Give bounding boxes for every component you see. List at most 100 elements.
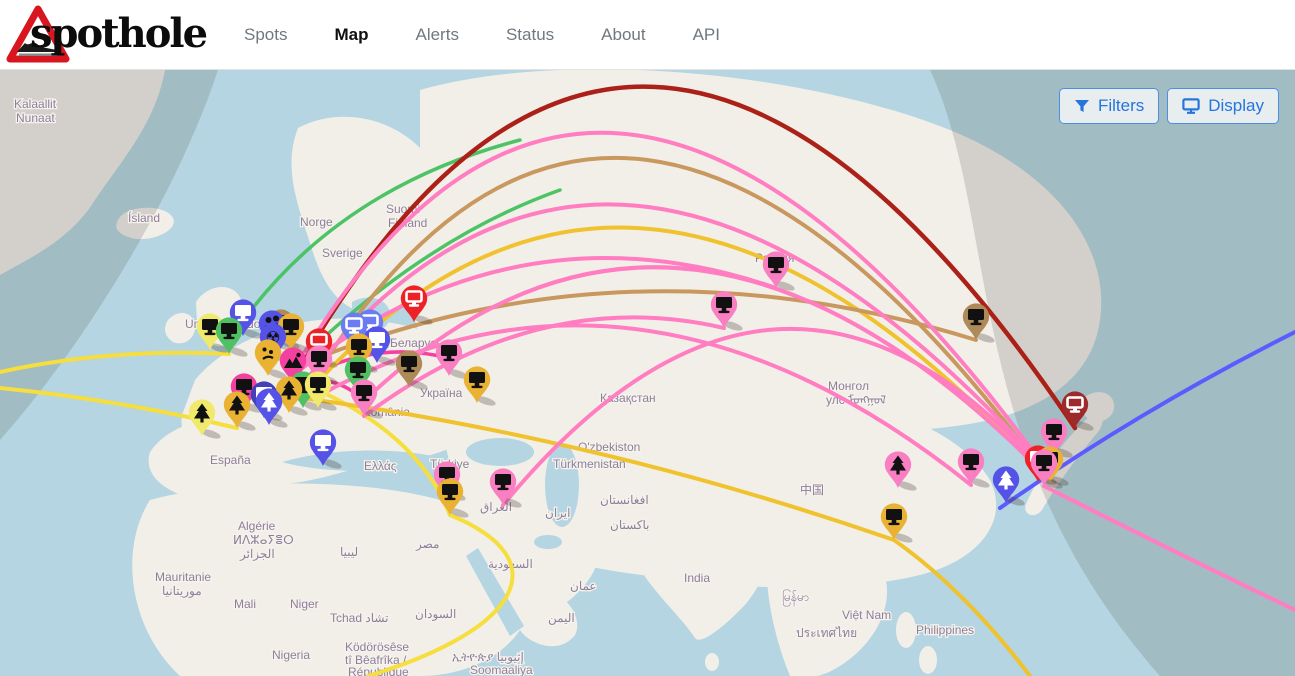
map-label: España [210, 453, 251, 467]
marker-shadow [376, 356, 396, 366]
map-label: السودان [415, 607, 456, 621]
spot-path [362, 315, 726, 418]
map-marker-tree[interactable] [188, 399, 222, 440]
map-marker-tree[interactable] [884, 451, 918, 492]
spot-path [501, 326, 1047, 507]
display-button-label: Display [1208, 96, 1264, 115]
nav-map[interactable]: Map [334, 24, 369, 44]
marker-shadow [408, 380, 428, 390]
main-nav: Spots Map Alerts Status About API [244, 25, 720, 45]
night-shade-east [930, 70, 1295, 676]
map-marker-monitor[interactable] [309, 429, 343, 470]
marker-shadow [302, 401, 322, 411]
marker-shadow [290, 343, 310, 353]
map-label: Niger [290, 597, 319, 611]
map-marker-face[interactable] [254, 339, 288, 380]
marker-shadow [1043, 479, 1063, 489]
map-marker-monitor[interactable] [710, 291, 744, 332]
filters-button-label: Filters [1097, 96, 1145, 115]
map-label: Việt Nam [842, 608, 891, 622]
sea-caspian [545, 443, 579, 527]
nav-api[interactable]: API [692, 24, 720, 44]
map-marker-monitor[interactable] [363, 326, 397, 367]
map-marker-monitor[interactable] [762, 251, 796, 292]
map-marker-tree[interactable] [255, 388, 289, 429]
marker-shadow [723, 321, 743, 331]
map-marker-monitor[interactable] [229, 299, 263, 340]
map-label: الجزائر [239, 547, 275, 561]
map-marker-monitor[interactable] [196, 313, 230, 354]
marker-shadow [268, 418, 288, 428]
marker-shadow [363, 409, 383, 419]
map-marker-monitor[interactable] [350, 379, 384, 420]
marker-shadow [449, 508, 469, 518]
map-marker-monitor[interactable] [435, 339, 469, 380]
spot-path [363, 265, 1050, 480]
map-label: 中国 [800, 482, 824, 497]
map-label: ليبيا [340, 545, 358, 559]
map-marker-monitor[interactable] [962, 303, 996, 344]
map-label: Philippines [916, 623, 974, 637]
app-header: spothole Spots Map Alerts Status About API [0, 0, 1295, 70]
map-marker-monitor[interactable] [957, 448, 991, 489]
map-buttons: Filters Display [1058, 88, 1279, 124]
sea-red [466, 548, 524, 636]
logo-text: spothole [30, 9, 208, 57]
nav-spots[interactable]: Spots [244, 24, 288, 44]
filters-button[interactable]: Filters [1058, 88, 1160, 124]
spot-path [998, 330, 1295, 510]
sea-black [466, 438, 534, 466]
spot-path [308, 202, 1052, 476]
nav-alerts[interactable]: Alerts [415, 24, 459, 44]
nav-status[interactable]: Status [505, 24, 555, 44]
world-map-canvas[interactable]: ☢ [0, 70, 1295, 676]
map-marker-monitor[interactable] [463, 366, 497, 407]
map-label: افغانستان [600, 493, 649, 507]
marker-shadow [476, 396, 496, 406]
map-label: عمان [570, 579, 597, 593]
sea-persian-gulf [534, 535, 562, 549]
land-india [620, 494, 767, 640]
map-marker-tree[interactable] [992, 466, 1026, 507]
map-marker-monitor-outline[interactable] [400, 285, 434, 326]
map-marker-tree[interactable] [275, 376, 309, 417]
map-label: မြန်မာ [782, 588, 809, 607]
map-marker-monitor[interactable] [395, 350, 429, 391]
spot-path [299, 84, 1078, 431]
spot-path [320, 390, 515, 676]
app-logo[interactable]: spothole [6, 2, 208, 68]
map-label: Soomaaliya [470, 663, 533, 676]
map-label: Mali [234, 597, 256, 611]
marker-shadow [317, 401, 337, 411]
map-marker-monitor[interactable] [489, 468, 523, 509]
spot-path [310, 156, 1050, 480]
land-africa [132, 483, 578, 676]
display-button[interactable]: Display [1167, 88, 1279, 124]
map-marker-monitor[interactable] [880, 503, 914, 544]
marker-shadow [228, 347, 248, 357]
land-iceland [116, 207, 174, 240]
map-label: باكستان [610, 518, 650, 532]
marker-shadow [201, 429, 221, 439]
map-marker-monitor[interactable] [304, 371, 338, 412]
map-marker-tree[interactable] [223, 391, 257, 432]
marker-shadow [413, 315, 433, 325]
map-marker-monitor[interactable] [1030, 449, 1064, 490]
map-label: Монгол [828, 379, 869, 393]
spot-path [0, 350, 231, 374]
map-marker-monitor[interactable] [215, 317, 249, 358]
map-label: Mauritanie [155, 570, 211, 584]
land-srilanka [705, 653, 719, 671]
land-ireland [165, 312, 196, 344]
map-marker-monitor-outline[interactable] [1061, 391, 1095, 432]
nav-about[interactable]: About [601, 24, 646, 44]
map-label: Kalaallit [14, 97, 57, 111]
map[interactable]: ☢ [0, 70, 1295, 676]
map-label: Україна [420, 386, 463, 400]
land-philippines [896, 612, 916, 648]
map-label: tî Bêafrîka / [345, 653, 407, 667]
map-marker-monitor[interactable] [436, 478, 470, 519]
map-label: Norge [300, 215, 333, 229]
map-marker-monitor[interactable] [277, 313, 311, 354]
spot-path [295, 130, 1050, 474]
